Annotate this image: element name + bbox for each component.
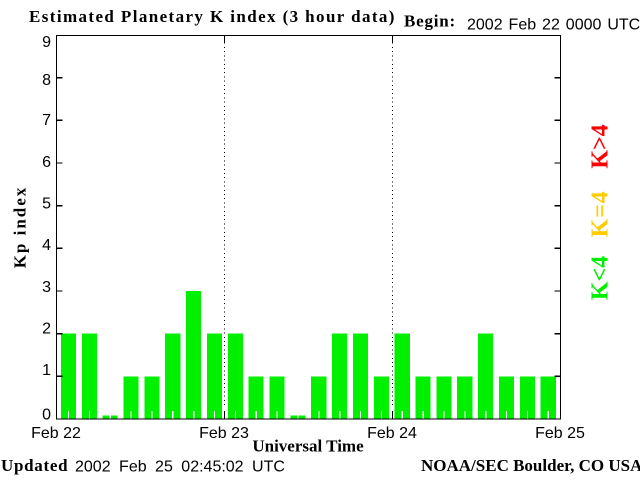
svg-text:K<4: K<4 (588, 256, 614, 300)
svg-text:Begin:: Begin: (404, 12, 456, 31)
svg-text:1: 1 (42, 362, 51, 379)
svg-text:6: 6 (42, 154, 51, 171)
svg-text:2002 Feb 25 02:45:02 UTC: 2002 Feb 25 02:45:02 UTC (75, 459, 285, 476)
svg-text:7: 7 (42, 112, 51, 129)
svg-text:4: 4 (42, 237, 51, 254)
svg-text:K=4: K=4 (588, 191, 614, 238)
svg-text:K>4: K>4 (588, 124, 614, 168)
svg-text:Feb 25: Feb 25 (535, 425, 585, 442)
svg-text:3: 3 (42, 279, 51, 296)
svg-text:2: 2 (42, 320, 51, 337)
svg-text:5: 5 (42, 196, 51, 213)
svg-text:9: 9 (42, 34, 51, 51)
svg-text:2002 Feb 22 0000 UTC: 2002 Feb 22 0000 UTC (467, 16, 640, 33)
svg-text:Updated: Updated (1, 456, 68, 475)
svg-text:NOAA/SEC Boulder, CO USA: NOAA/SEC Boulder, CO USA (421, 456, 640, 475)
svg-text:Feb 22: Feb 22 (31, 425, 81, 442)
svg-text:0: 0 (42, 406, 51, 423)
svg-text:8: 8 (42, 72, 51, 89)
svg-text:Feb 24: Feb 24 (367, 425, 417, 442)
svg-text:Feb 23: Feb 23 (199, 425, 249, 442)
svg-text:Estimated Planetary K index (3: Estimated Planetary K index (3 hour data… (29, 7, 396, 26)
svg-text:Universal Time: Universal Time (252, 437, 364, 456)
svg-text:Kp index: Kp index (11, 186, 30, 269)
